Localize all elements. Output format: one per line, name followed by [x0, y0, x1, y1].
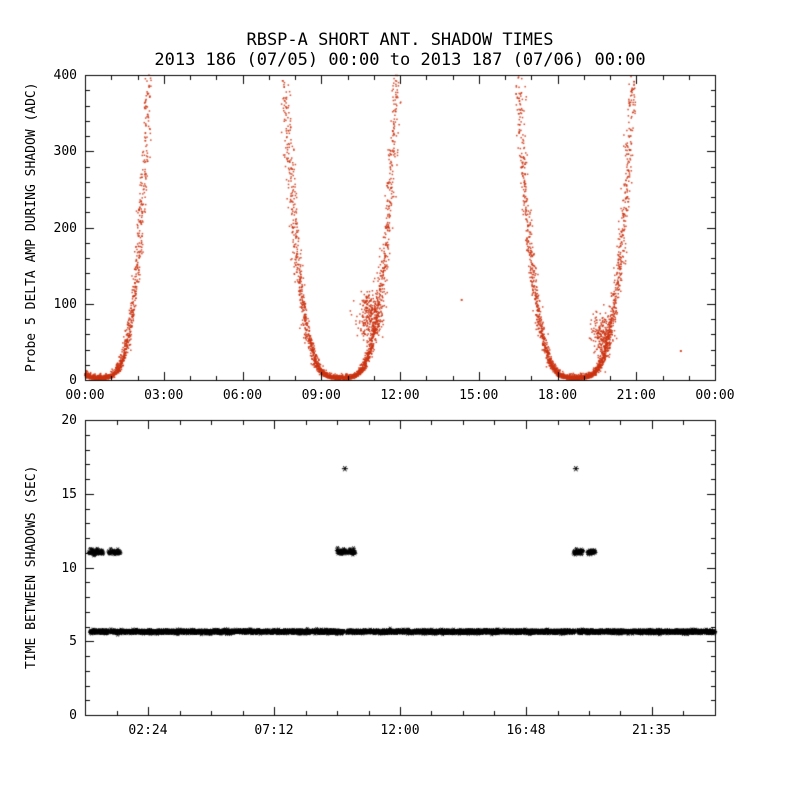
top-x-tick-label: 12:00: [380, 388, 420, 403]
top-x-tick-label: 03:00: [144, 388, 184, 403]
chart-subtitle: 2013 186 (07/05) 00:00 to 2013 187 (07/0…: [154, 50, 646, 70]
top-x-tick-label: 00:00: [695, 388, 735, 403]
top-x-tick-label: 21:00: [616, 388, 656, 403]
bottom-y-tick-label: 5: [69, 634, 77, 650]
bottom-x-tick-label: 12:00: [380, 723, 420, 738]
top-x-tick-label: 00:00: [65, 388, 105, 403]
bottom-x-tick-label: 07:12: [254, 723, 294, 738]
bottom-x-tick-label: 02:24: [128, 723, 168, 738]
top-x-tick-label: 18:00: [537, 388, 578, 403]
bottom-x-tick-label: 21:35: [631, 723, 672, 738]
bottom-y-tick-label: 0: [69, 708, 77, 723]
top-y-tick-label: 400: [53, 68, 77, 83]
bottom-y-tick-label: 20: [61, 413, 77, 428]
top-y-tick-label: 0: [69, 373, 77, 388]
top-y-tick-label: 200: [53, 220, 77, 236]
top-y-tick-label: 100: [53, 296, 77, 312]
top-y-tick-label: 300: [53, 144, 77, 160]
bottom-y-tick-label: 15: [61, 486, 77, 502]
top-x-tick-label: 15:00: [459, 388, 499, 403]
chart-title: RBSP-A SHORT ANT. SHADOW TIMES: [246, 30, 554, 50]
bottom-x-tick-label: 16:48: [506, 723, 546, 738]
bottom-y-tick-label: 10: [61, 560, 77, 576]
top-x-tick-label: 09:00: [301, 388, 341, 403]
top-x-tick-label: 06:00: [222, 388, 263, 403]
